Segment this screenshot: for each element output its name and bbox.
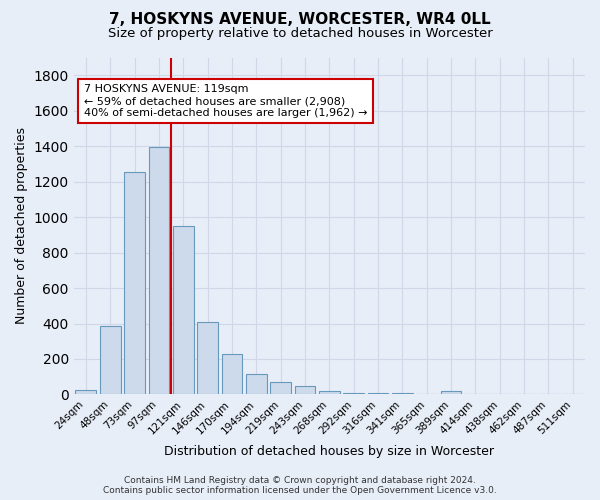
Text: Contains HM Land Registry data © Crown copyright and database right 2024.
Contai: Contains HM Land Registry data © Crown c…: [103, 476, 497, 495]
Bar: [295, 386, 316, 394]
Bar: [197, 322, 218, 394]
Bar: [368, 393, 388, 394]
Bar: [173, 226, 194, 394]
Text: Size of property relative to detached houses in Worcester: Size of property relative to detached ho…: [107, 28, 493, 40]
Text: 7 HOSKYNS AVENUE: 119sqm
← 59% of detached houses are smaller (2,908)
40% of sem: 7 HOSKYNS AVENUE: 119sqm ← 59% of detach…: [84, 84, 367, 117]
Bar: [100, 326, 121, 394]
Bar: [270, 382, 291, 394]
Bar: [392, 392, 413, 394]
Text: 7, HOSKYNS AVENUE, WORCESTER, WR4 0LL: 7, HOSKYNS AVENUE, WORCESTER, WR4 0LL: [109, 12, 491, 28]
X-axis label: Distribution of detached houses by size in Worcester: Distribution of detached houses by size …: [164, 444, 494, 458]
Bar: [76, 390, 96, 394]
Bar: [441, 391, 461, 394]
Bar: [221, 354, 242, 395]
Bar: [343, 392, 364, 394]
Y-axis label: Number of detached properties: Number of detached properties: [15, 128, 28, 324]
Bar: [319, 392, 340, 394]
Bar: [149, 147, 169, 394]
Bar: [246, 374, 266, 394]
Bar: [124, 172, 145, 394]
